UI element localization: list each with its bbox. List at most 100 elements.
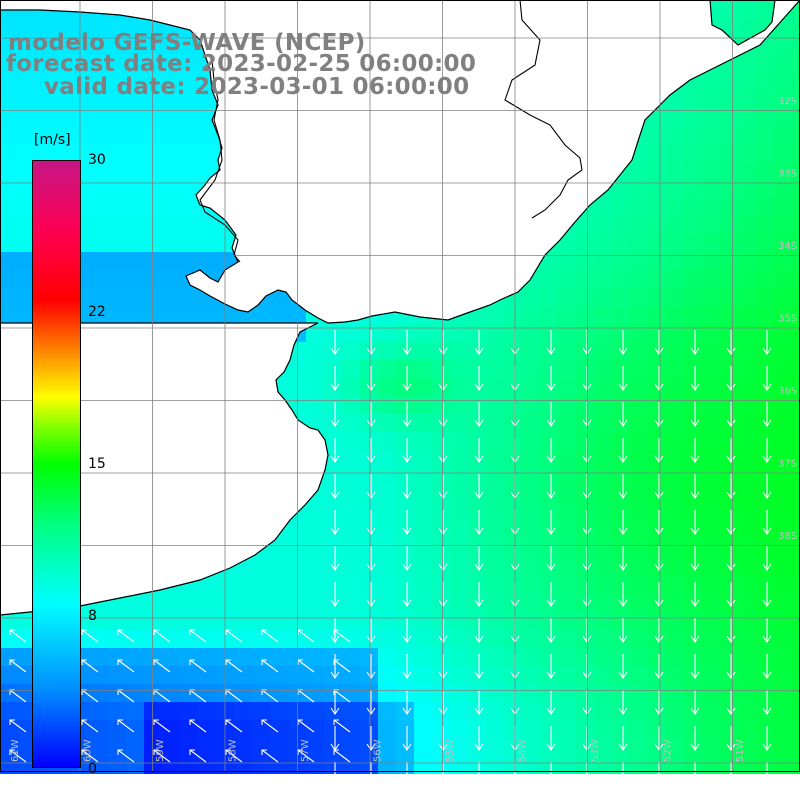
wind-cell xyxy=(666,234,684,252)
wind-cell xyxy=(522,324,540,342)
wind-cell xyxy=(378,702,396,720)
wind-arrow xyxy=(582,474,592,499)
wind-cell xyxy=(648,396,666,414)
wind-cell xyxy=(324,360,342,378)
wind-cell xyxy=(306,648,324,666)
wind-cell xyxy=(576,306,594,324)
wind-cell xyxy=(648,504,666,522)
wind-cell xyxy=(144,162,162,180)
wind-cell xyxy=(270,684,288,702)
wind-cell xyxy=(666,306,684,324)
wind-cell xyxy=(540,720,558,738)
wind-cell xyxy=(18,756,36,774)
wind-cell xyxy=(360,756,378,774)
wind-cell xyxy=(18,54,36,72)
wind-cell xyxy=(198,90,216,108)
wind-cell xyxy=(792,504,800,522)
wind-arrow xyxy=(726,546,736,571)
wind-cell xyxy=(630,216,648,234)
wind-cell xyxy=(162,702,180,720)
wind-cell xyxy=(756,126,774,144)
wind-cell xyxy=(756,648,774,666)
wind-cell xyxy=(684,324,702,342)
longitude-labels: 61W 60W 59W 58W 57W 56W 55W 54W 53W 52W 51W xyxy=(10,739,746,762)
wind-cell xyxy=(576,612,594,630)
wind-arrow xyxy=(762,474,772,499)
wind-cell xyxy=(144,90,162,108)
wind-cell xyxy=(18,90,36,108)
wind-cell xyxy=(540,684,558,702)
wind-cell xyxy=(756,720,774,738)
wind-cell xyxy=(738,162,756,180)
wind-cell xyxy=(486,576,504,594)
wind-cell xyxy=(234,594,252,612)
wind-cell xyxy=(162,234,180,252)
wind-cell xyxy=(720,144,738,162)
wind-cell xyxy=(558,504,576,522)
wind-cell xyxy=(486,684,504,702)
wind-cell xyxy=(288,306,306,324)
wind-cell xyxy=(288,576,306,594)
wind-cell xyxy=(288,738,306,756)
wind-cell xyxy=(648,144,666,162)
longitude-label: 53W xyxy=(590,739,601,762)
wind-arrow xyxy=(438,654,448,679)
wind-cell xyxy=(342,486,360,504)
wind-cell xyxy=(648,324,666,342)
wind-cell xyxy=(720,612,738,630)
wind-cell xyxy=(540,288,558,306)
longitude-label: 57W xyxy=(300,739,311,762)
wind-cell xyxy=(792,450,800,468)
wind-cell xyxy=(108,738,126,756)
wind-cell xyxy=(378,648,396,666)
wind-cell xyxy=(72,90,90,108)
wind-cell xyxy=(306,378,324,396)
wind-cell xyxy=(18,108,36,126)
wind-cell xyxy=(558,756,576,774)
wind-cell xyxy=(0,666,18,684)
wind-cell xyxy=(792,468,800,486)
wind-arrow xyxy=(330,402,340,427)
wind-arrow xyxy=(474,690,484,715)
wind-cell xyxy=(0,72,18,90)
wind-cell xyxy=(108,306,126,324)
wind-cell xyxy=(432,576,450,594)
latitude-label: 33S xyxy=(778,169,797,180)
wind-cell xyxy=(306,540,324,558)
wind-cell xyxy=(504,756,522,774)
wind-cell xyxy=(144,756,162,774)
wind-cell xyxy=(432,360,450,378)
wind-cell xyxy=(414,432,432,450)
wind-arrow xyxy=(438,546,448,571)
wind-arrow xyxy=(438,618,448,643)
wind-cell xyxy=(396,720,414,738)
wind-arrow xyxy=(618,546,628,571)
wind-cell xyxy=(774,432,792,450)
wind-cell xyxy=(72,72,90,90)
wind-cell xyxy=(756,90,774,108)
wind-cell xyxy=(774,558,792,576)
wind-cell xyxy=(378,522,396,540)
wind-cell xyxy=(594,756,612,774)
wind-cell xyxy=(306,756,324,774)
wind-cell xyxy=(576,234,594,252)
wind-cell xyxy=(450,576,468,594)
wind-arrow xyxy=(474,474,484,499)
wind-arrow xyxy=(618,582,628,607)
wind-cell xyxy=(180,594,198,612)
wind-cell xyxy=(720,180,738,198)
wind-cell xyxy=(738,144,756,162)
wind-cell xyxy=(720,234,738,252)
wind-cell xyxy=(558,720,576,738)
wind-arrow xyxy=(330,654,340,679)
wind-cell xyxy=(648,684,666,702)
wind-cell xyxy=(108,216,126,234)
wind-cell xyxy=(270,666,288,684)
wind-arrow xyxy=(333,749,351,763)
wind-cell xyxy=(270,702,288,720)
wind-arrow xyxy=(438,438,448,463)
wind-cell xyxy=(594,522,612,540)
wind-cell xyxy=(738,450,756,468)
wind-cell xyxy=(288,684,306,702)
wind-cell xyxy=(630,396,648,414)
